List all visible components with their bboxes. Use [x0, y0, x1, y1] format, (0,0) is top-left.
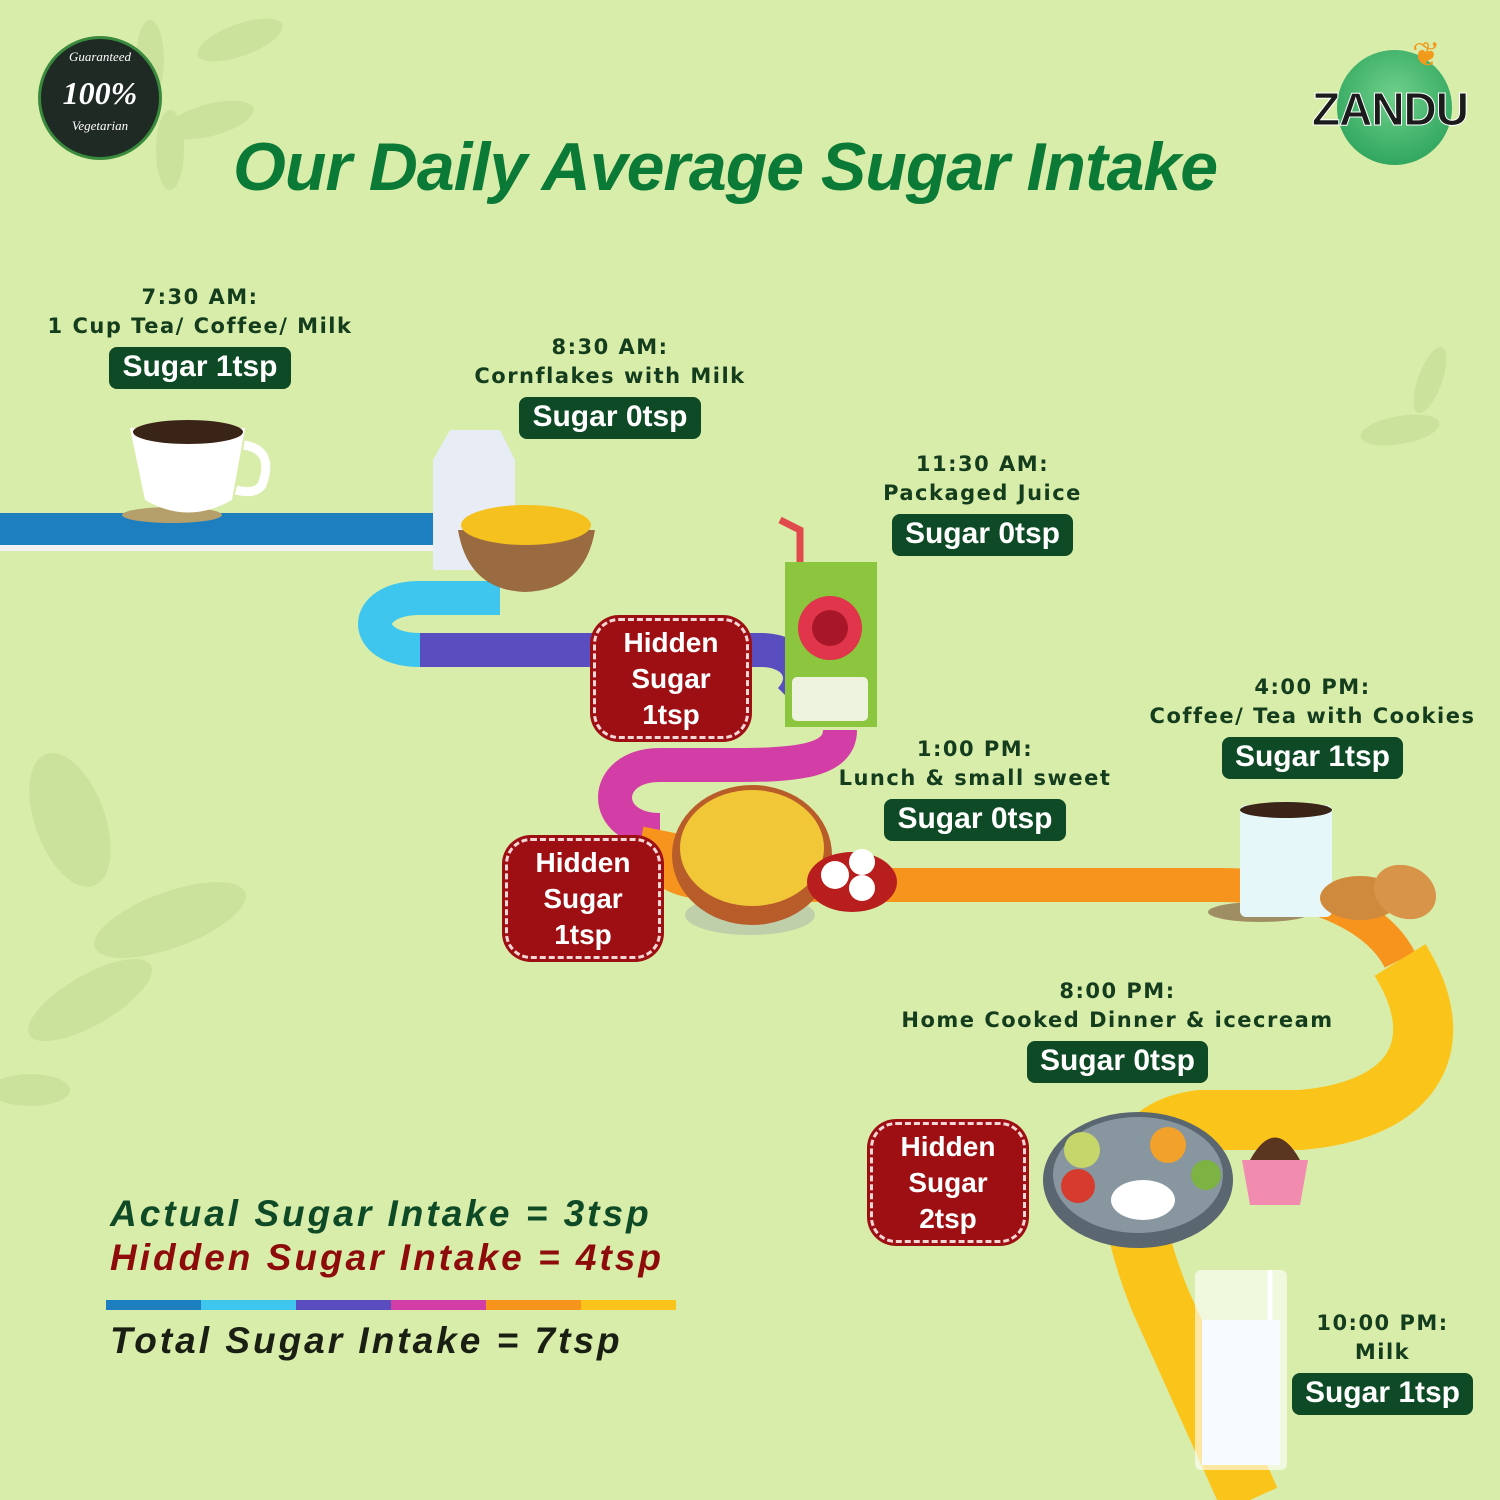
hidden-amount: 2tsp [919, 1202, 977, 1234]
entry-item: Milk [1354, 1340, 1411, 1364]
entry-item: Coffee/ Tea with Cookies [1149, 704, 1476, 728]
entry-time: 10:00 PM: [1316, 1311, 1449, 1335]
entry-item: Packaged Juice [883, 481, 1082, 505]
entry-time: 7:30 AM: [141, 285, 259, 309]
timeline-entry: 8:00 PM: Home Cooked Dinner & icecream S… [895, 977, 1340, 1083]
lunch-plate-icon [672, 785, 897, 935]
badge-center-text: 100% [62, 75, 138, 111]
hidden-line: Sugar [543, 882, 623, 914]
page-title: Our Daily Average Sugar Intake [232, 129, 1218, 205]
butterfly-icon: ❦ [1412, 36, 1441, 74]
thali-icon [1043, 1112, 1233, 1248]
road-segment-orange [641, 826, 1416, 969]
timeline-entry: 11:30 AM: Packaged Juice Sugar 0tsp [860, 450, 1105, 556]
hidden-line: Sugar [908, 1166, 988, 1198]
sugar-pill: Sugar 0tsp [891, 514, 1074, 556]
coffee-cookies-icon [1208, 802, 1437, 922]
sugar-pill: Sugar 0tsp [519, 397, 701, 439]
entry-time: 1:00 PM: [916, 737, 1034, 761]
entry-item: Cornflakes with Milk [474, 364, 746, 388]
hidden-sugar-badge: Hidden Sugar 1tsp [505, 838, 661, 959]
tea-cup-icon [122, 420, 271, 523]
entry-time: 8:00 PM: [1059, 979, 1176, 1003]
summary-color-bar [106, 1300, 676, 1310]
actual-sugar-summary: Actual Sugar Intake = 3tsp [110, 1193, 652, 1234]
entry-item: 1 Cup Tea/ Coffee/ Milk [47, 314, 353, 338]
hidden-amount: 1tsp [642, 698, 700, 730]
road-segment-cyan [358, 581, 500, 667]
badge-top-text: Guaranteed [68, 49, 132, 64]
hidden-sugar-badge: Hidden Sugar 1tsp [593, 618, 749, 739]
entry-item: Lunch & small sweet [838, 766, 1112, 790]
hidden-amount: 1tsp [554, 918, 612, 950]
road-segment-magenta [598, 728, 857, 847]
vegetarian-badge: Guaranteed 100% Vegetarian [38, 36, 162, 160]
sugar-pill: Sugar 0tsp [1026, 1041, 1209, 1083]
timeline-entry: 8:30 AM: Cornflakes with Milk Sugar 0tsp [460, 333, 760, 439]
zandu-logo: ❦ ZANDU [1312, 30, 1470, 175]
entry-time: 8:30 AM: [551, 335, 669, 359]
juice-box-icon [778, 516, 877, 727]
cornflakes-bowl-icon [433, 430, 595, 592]
hidden-sugar-badge: Hidden Sugar 2tsp [870, 1122, 1026, 1243]
hidden-line: Sugar [631, 662, 711, 694]
sugar-pill: Sugar 0tsp [884, 799, 1066, 841]
sugar-pill: Sugar 1tsp [1291, 1373, 1474, 1415]
timeline-entry: 7:30 AM: 1 Cup Tea/ Coffee/ Milk Sugar 1… [40, 283, 360, 389]
icecream-cup-icon [1242, 1137, 1308, 1205]
entry-time: 11:30 AM: [915, 452, 1050, 476]
logo-text: ZANDU [1312, 83, 1470, 136]
hidden-line: Hidden [535, 846, 631, 878]
hidden-sugar-summary: Hidden Sugar Intake = 4tsp [110, 1237, 664, 1278]
entry-time: 4:00 PM: [1254, 675, 1371, 699]
total-sugar-summary: Total Sugar Intake = 7tsp [110, 1320, 623, 1361]
sugar-pill: Sugar 1tsp [1221, 737, 1404, 779]
milk-glass-icon [1195, 1270, 1287, 1470]
timeline-entry: 1:00 PM: Lunch & small sweet Sugar 0tsp [830, 735, 1120, 841]
timeline-entry: 4:00 PM: Coffee/ Tea with Cookies Sugar … [1140, 673, 1485, 779]
timeline-entry: 10:00 PM: Milk Sugar 1tsp [1285, 1309, 1480, 1415]
entry-item: Home Cooked Dinner & icecream [901, 1008, 1334, 1032]
badge-bottom-text: Vegetarian [71, 118, 129, 133]
hidden-line: Hidden [623, 626, 719, 658]
hidden-line: Hidden [900, 1130, 996, 1162]
sugar-pill: Sugar 1tsp [109, 347, 291, 389]
